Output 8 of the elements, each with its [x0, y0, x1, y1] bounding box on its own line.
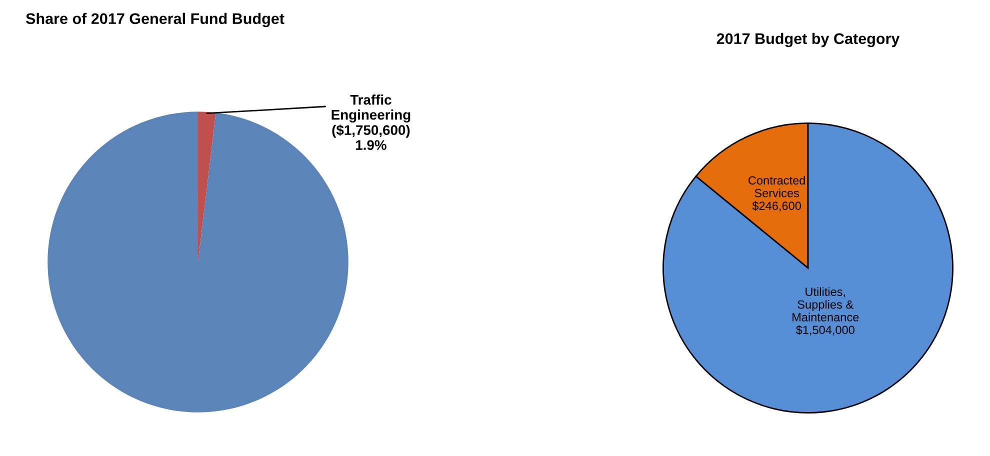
chart-title: 2017 Budget by Category [716, 32, 900, 48]
slice-label: Traffic Engineering [332, 94, 410, 123]
data-label: $246,600 [752, 201, 801, 212]
data-label: $1,504,000 [796, 325, 854, 336]
chart-title: Share of 2017 General Fund Budget [26, 12, 284, 28]
data-label: ($1,750,600) 1.9% [332, 124, 410, 150]
slice-label: Contracted Services [748, 176, 805, 198]
slice-label: Utilities, Supplies & Maintenance [792, 287, 859, 322]
